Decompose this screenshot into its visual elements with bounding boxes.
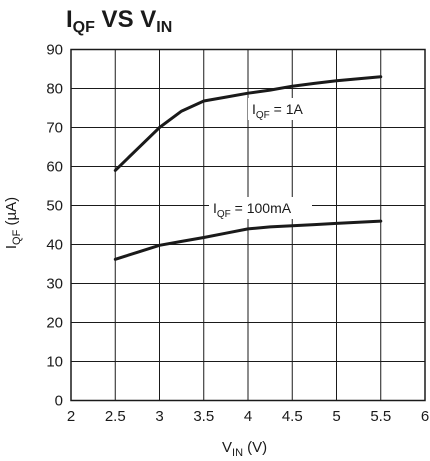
y-tick-label: 10 — [46, 354, 63, 371]
y-axis-label-rest: (µA) — [3, 197, 20, 230]
y-axis-label: IQF (µA) — [3, 197, 23, 249]
x-axis-label-main: V — [222, 439, 232, 456]
x-tick-label: 5.5 — [370, 408, 391, 425]
x-tick-label: 6 — [421, 408, 429, 425]
y-tick-label: 30 — [46, 276, 63, 293]
x-axis-label-rest: (V) — [243, 439, 267, 456]
y-axis-label-sub: QF — [11, 229, 23, 245]
x-tick-label: 3.5 — [193, 408, 214, 425]
x-tick-label: 3 — [155, 408, 163, 425]
plot-frame — [70, 48, 426, 402]
y-tick-label: 60 — [46, 159, 63, 176]
x-tick-label: 2 — [67, 408, 75, 425]
chart-title-sub2: IN — [156, 19, 172, 36]
series-label-bg-2 — [209, 197, 312, 219]
x-tick-label: 5 — [332, 408, 340, 425]
x-tick-label: 4.5 — [282, 408, 303, 425]
series-label-100ma-sub: QF — [217, 209, 231, 220]
series-line-100ma — [113, 219, 383, 261]
x-tick-label: 2.5 — [105, 408, 126, 425]
y-tick-label: 20 — [46, 315, 63, 332]
chart-title-main: I — [66, 6, 73, 33]
series-line-1a — [113, 75, 383, 172]
series-label-100ma-rest: = 100mA — [231, 200, 292, 216]
y-tick-label: 70 — [46, 120, 63, 137]
series-label-1a-sub: QF — [256, 110, 270, 121]
y-axis-label-main: I — [3, 245, 20, 249]
y-tick-label: 50 — [46, 198, 63, 215]
y-tick-label: 0 — [55, 393, 63, 410]
y-tick-label: 80 — [46, 81, 63, 98]
y-tick-label: 90 — [46, 42, 63, 59]
y-tick-label: 40 — [46, 237, 63, 254]
series-label-100ma-main: I — [213, 200, 217, 216]
series-label-100ma: IQF = 100mA — [213, 200, 292, 220]
series-label-1a-main: I — [252, 101, 256, 117]
chart-title: IQF VS VIN — [66, 6, 172, 36]
x-axis-label: VIN (V) — [222, 439, 267, 459]
series-label-1a: IQF = 1A — [252, 101, 304, 121]
x-tick-label: 4 — [244, 408, 252, 425]
chart-title-sub1: QF — [73, 19, 95, 36]
chart-title-mid: VS V — [95, 6, 156, 33]
series-label-1a-rest: = 1A — [270, 101, 304, 117]
x-axis-label-sub: IN — [232, 447, 243, 459]
series — [113, 75, 383, 261]
series-label-bg-1 — [248, 98, 326, 120]
